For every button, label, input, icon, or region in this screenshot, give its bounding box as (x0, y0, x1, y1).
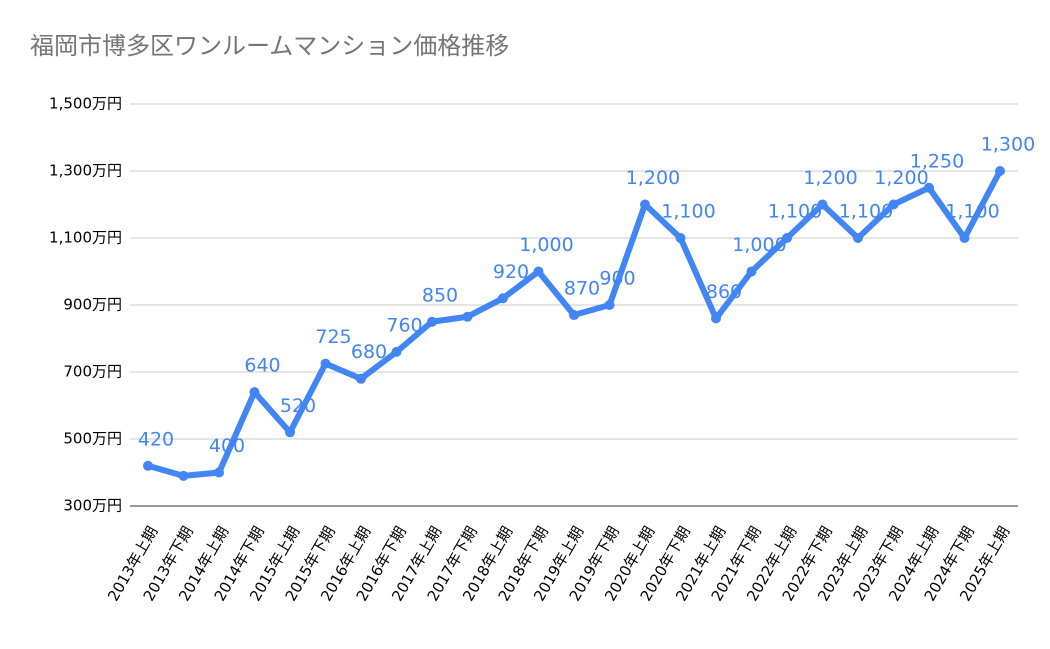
data-label: 920 (493, 261, 529, 283)
data-label: 1,300 (981, 134, 1035, 156)
point (533, 266, 544, 277)
point (427, 316, 437, 327)
data-label: 1,200 (874, 167, 928, 189)
point (498, 293, 508, 304)
chart-title: 福岡市博多区ワンルームマンション価格推移 (30, 32, 509, 60)
point (143, 460, 153, 471)
point (249, 387, 260, 398)
point (924, 182, 934, 193)
data-label: 760 (386, 314, 422, 336)
data-label: 1,200 (803, 167, 857, 189)
point (746, 266, 757, 277)
point (995, 166, 1005, 176)
data-label: 900 (599, 268, 635, 290)
data-label: 1,100 (661, 201, 715, 223)
point (214, 467, 224, 478)
data-label: 680 (351, 341, 387, 363)
data-label: 1,000 (732, 234, 786, 256)
data-label: 1,100 (768, 201, 822, 223)
point (711, 313, 721, 324)
data-label: 850 (422, 284, 458, 306)
data-label: 420 (138, 428, 174, 450)
data-label: 1,000 (519, 234, 573, 256)
data-label: 640 (244, 355, 280, 377)
y-tick-label: 500万円 (63, 430, 122, 448)
y-tick-label: 1,300万円 (49, 162, 122, 180)
data-label: 870 (564, 278, 600, 300)
data-label: 860 (706, 281, 742, 303)
point (853, 233, 863, 243)
point (285, 427, 295, 438)
data-label: 1,200 (626, 167, 680, 189)
y-tick-label: 1,500万円 (49, 95, 122, 113)
data-label: 400 (209, 435, 245, 457)
point (356, 373, 366, 384)
data-label: 1,250 (910, 150, 964, 172)
point (782, 233, 792, 243)
y-tick-label: 700万円 (63, 363, 122, 381)
point (569, 310, 579, 321)
point (604, 300, 615, 310)
point (817, 199, 828, 210)
data-label: 1,100 (839, 201, 893, 223)
y-tick-label: 900万円 (63, 296, 122, 314)
data-label: 520 (280, 395, 316, 417)
point (320, 358, 331, 369)
point (675, 233, 686, 243)
data-label: 1,100 (945, 201, 999, 223)
point (640, 199, 650, 210)
point (959, 233, 970, 243)
y-tick-label: 300万円 (63, 497, 122, 515)
point (391, 346, 402, 357)
y-tick-label: 1,100万円 (49, 229, 122, 247)
point (462, 311, 473, 322)
point (178, 470, 189, 481)
point (888, 199, 899, 210)
data-label: 725 (315, 326, 351, 348)
